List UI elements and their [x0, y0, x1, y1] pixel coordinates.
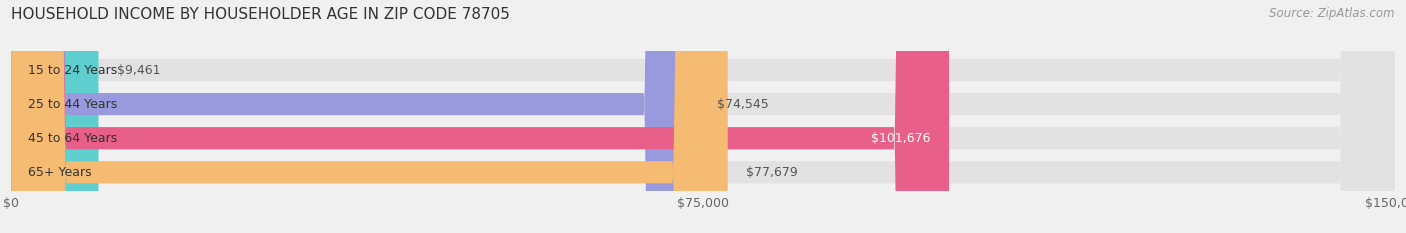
FancyBboxPatch shape	[11, 0, 98, 233]
Text: 45 to 64 Years: 45 to 64 Years	[28, 132, 117, 145]
Text: $77,679: $77,679	[747, 166, 799, 179]
Text: Source: ZipAtlas.com: Source: ZipAtlas.com	[1270, 7, 1395, 20]
FancyBboxPatch shape	[11, 0, 1395, 233]
Text: $101,676: $101,676	[872, 132, 931, 145]
Text: HOUSEHOLD INCOME BY HOUSEHOLDER AGE IN ZIP CODE 78705: HOUSEHOLD INCOME BY HOUSEHOLDER AGE IN Z…	[11, 7, 510, 22]
FancyBboxPatch shape	[11, 0, 1395, 233]
FancyBboxPatch shape	[11, 0, 1395, 233]
FancyBboxPatch shape	[11, 0, 699, 233]
Text: 65+ Years: 65+ Years	[28, 166, 91, 179]
FancyBboxPatch shape	[11, 0, 728, 233]
Text: $74,545: $74,545	[717, 98, 769, 111]
Text: 15 to 24 Years: 15 to 24 Years	[28, 64, 117, 76]
Text: 25 to 44 Years: 25 to 44 Years	[28, 98, 117, 111]
FancyBboxPatch shape	[11, 0, 949, 233]
Text: $9,461: $9,461	[117, 64, 160, 76]
FancyBboxPatch shape	[11, 0, 1395, 233]
